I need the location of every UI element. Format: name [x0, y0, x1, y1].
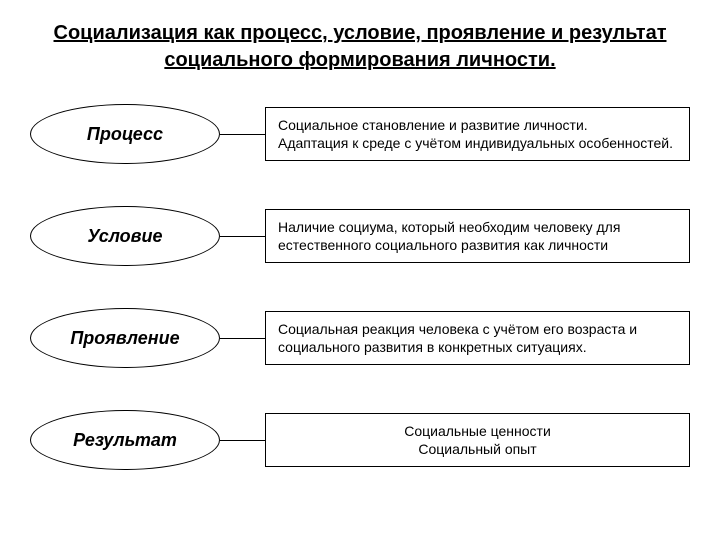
connector-icon [220, 236, 265, 237]
box-line: Социальная реакция человека с учётом его… [278, 320, 677, 338]
box-line: Наличие социума, который необходим челов… [278, 218, 677, 236]
ellipse-condition: Условие [30, 206, 220, 266]
connector-icon [220, 338, 265, 339]
box-result: Социальные ценности Социальный опыт [265, 413, 690, 467]
page-title: Социализация как процесс, условие, прояв… [30, 20, 690, 74]
row-process: Процесс Социальное становление и развити… [30, 104, 690, 164]
ellipse-result: Результат [30, 410, 220, 470]
row-condition: Условие Наличие социума, который необход… [30, 206, 690, 266]
box-line: Социальный опыт [278, 440, 677, 458]
box-condition: Наличие социума, который необходим челов… [265, 209, 690, 263]
box-manifestation: Социальная реакция человека с учётом его… [265, 311, 690, 365]
box-line: социального развития в конкретных ситуац… [278, 338, 677, 356]
box-line: естественного социального развития как л… [278, 236, 677, 254]
ellipse-process: Процесс [30, 104, 220, 164]
row-result: Результат Социальные ценности Социальный… [30, 410, 690, 470]
diagram-rows: Процесс Социальное становление и развити… [30, 104, 690, 470]
ellipse-manifestation: Проявление [30, 308, 220, 368]
connector-icon [220, 440, 265, 441]
row-manifestation: Проявление Социальная реакция человека с… [30, 308, 690, 368]
box-line: Социальные ценности [278, 422, 677, 440]
connector-icon [220, 134, 265, 135]
box-line: Адаптация к среде с учётом индивидуальны… [278, 134, 677, 152]
box-process: Социальное становление и развитие личнос… [265, 107, 690, 161]
box-line: Социальное становление и развитие личнос… [278, 116, 677, 134]
